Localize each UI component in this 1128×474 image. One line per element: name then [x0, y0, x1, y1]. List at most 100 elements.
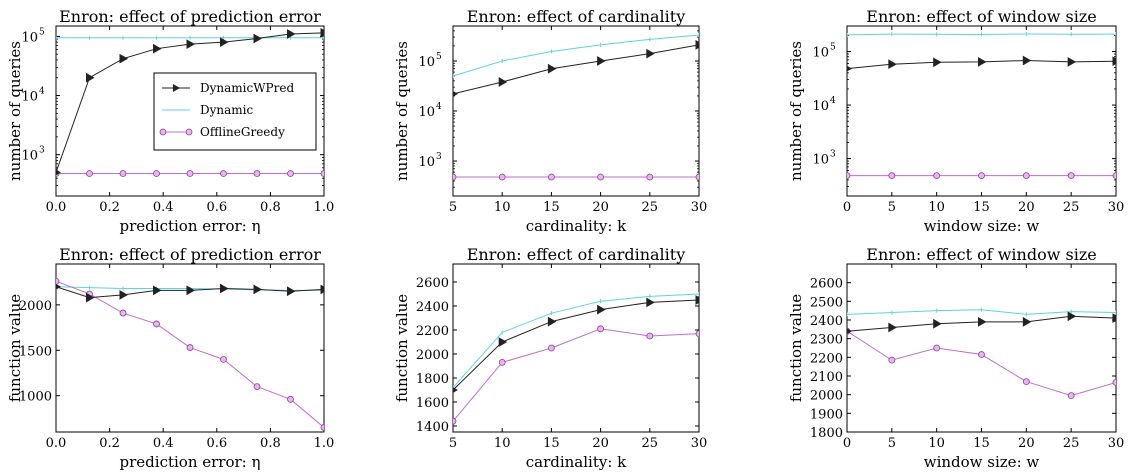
x-tick-label: 15: [973, 436, 990, 451]
data-point-dynamicwpred: [847, 328, 853, 335]
plot-area: [56, 277, 324, 431]
y-tick-base: 10: [418, 155, 435, 170]
series-line-dynamic: [453, 293, 699, 388]
data-point-dynamicwpred: [220, 283, 229, 294]
x-axis-label: window size: w: [924, 453, 1040, 471]
y-tick-exponent: 4: [436, 102, 442, 112]
y-tick-label: 2600: [810, 277, 843, 292]
x-tick-label: 5: [449, 200, 457, 215]
data-point-dynamicwpred: [253, 33, 263, 44]
y-tick-base: 10: [418, 55, 435, 70]
y-tick-label: 2300: [810, 333, 843, 348]
chart-panel-1: Enron: effect of prediction error predict…: [6, 7, 334, 235]
axes-frame: [846, 25, 1117, 197]
data-point-offlinegreedy: [453, 173, 457, 181]
y-axis-label: function value: [787, 294, 805, 402]
x-tick-label: 0.4: [153, 436, 174, 451]
legend-marker-circle: [185, 128, 193, 136]
x-axis-label: cardinality: k: [526, 217, 627, 235]
y-tick-label: 2000: [416, 348, 449, 363]
y-tick-label: 10: [21, 30, 38, 45]
data-point-dynamicwpred: [287, 29, 296, 39]
data-point-dynamicwpred: [888, 59, 897, 70]
x-axis-label: window size: w: [924, 217, 1040, 235]
x-tick-label: 30: [691, 200, 708, 215]
x-tick-label: 0.6: [206, 200, 227, 215]
x-tick-label: 0: [843, 200, 851, 215]
data-point-offlinegreedy: [498, 173, 506, 181]
data-point-offlinegreedy: [847, 172, 851, 180]
y-tick-label: 1000: [19, 390, 52, 405]
x-tick-label: 30: [1108, 200, 1125, 215]
series-line-dynamic: [453, 34, 699, 77]
data-point-dynamicwpred: [597, 304, 606, 315]
data-point-dynamicwpred: [933, 57, 942, 68]
y-tick-exponent: 4: [830, 96, 836, 106]
y-tick-label: 2000: [19, 299, 52, 314]
x-tick-label: 0: [843, 436, 851, 451]
y-tick-exponent: 3: [436, 152, 442, 162]
data-point-offlinegreedy: [933, 172, 941, 180]
axes-frame: [452, 263, 700, 433]
legend-label: Dynamic: [200, 103, 254, 117]
data-point-dynamicwpred: [453, 91, 459, 97]
data-point-dynamicwpred: [1067, 57, 1077, 67]
y-tick-label: 2200: [416, 324, 449, 339]
data-point-dynamicwpred: [186, 39, 196, 50]
y-tick-base: 10: [21, 90, 38, 105]
legend-box: [153, 72, 317, 151]
data-point-offlinegreedy: [933, 344, 941, 352]
y-tick-base: 10: [21, 30, 38, 45]
y-tick-exponent: 3: [830, 150, 836, 160]
y-axis-label: number of queries: [393, 41, 411, 181]
data-point-offlinegreedy: [1067, 392, 1075, 400]
x-tick-label: 10: [494, 436, 511, 451]
data-point-dynamicwpred: [186, 285, 196, 296]
data-point-offlinegreedy: [56, 277, 60, 285]
data-point-dynamicwpred: [933, 318, 942, 329]
data-point-offlinegreedy: [86, 170, 93, 177]
x-tick-label: 1.0: [314, 436, 335, 451]
x-tick-label: 20: [592, 436, 609, 451]
x-tick-label: 10: [928, 436, 945, 451]
x-tick-label: 15: [543, 436, 560, 451]
y-tick-base: 10: [812, 99, 829, 114]
data-point-offlinegreedy: [253, 383, 261, 390]
x-tick-label: 15: [543, 200, 560, 215]
data-point-offlinegreedy: [695, 330, 699, 337]
legend-marker-circle: [159, 128, 167, 136]
chart-title: Enron: effect of window size: [866, 7, 1096, 26]
data-point-offlinegreedy: [978, 351, 985, 358]
y-tick-label: 2100: [810, 370, 843, 385]
data-point-dynamicwpred: [1112, 56, 1116, 67]
axes-frame: [846, 263, 1117, 433]
series-line-offlinegreedy: [453, 328, 699, 422]
plot-area: [56, 27, 324, 177]
chart-panel-2: Enron: effect of cardinality cardinality:…: [393, 7, 707, 235]
axes-frame: [55, 263, 325, 433]
x-tick-label: 25: [1063, 200, 1080, 215]
x-tick-label: 5: [888, 200, 896, 215]
chart-panel-3: Enron: effect of window size window size:…: [787, 7, 1124, 235]
data-point-offlinegreedy: [888, 356, 896, 364]
y-tick-label: 10: [812, 153, 829, 168]
y-tick-label: 10: [21, 149, 38, 164]
data-point-dynamicwpred: [547, 316, 557, 327]
x-tick-label: 30: [1108, 436, 1125, 451]
data-point-offlinegreedy: [153, 170, 160, 177]
data-point-dynamicwpred: [1022, 55, 1032, 66]
y-tick-exponent: 5: [436, 52, 442, 62]
legend-label: OfflineGreedy: [200, 125, 285, 139]
data-point-dynamicwpred: [978, 317, 987, 327]
data-point-offlinegreedy: [119, 309, 127, 317]
data-point-dynamicwpred: [86, 292, 95, 303]
y-tick-exponent: 5: [830, 43, 836, 53]
data-point-offlinegreedy: [1022, 172, 1030, 180]
data-point-dynamicwpred: [888, 322, 897, 333]
x-tick-label: 20: [1018, 436, 1035, 451]
data-point-offlinegreedy: [287, 395, 294, 403]
data-point-offlinegreedy: [320, 424, 324, 431]
data-point-dynamicwpred: [56, 283, 62, 290]
data-point-dynamicwpred: [695, 39, 699, 50]
